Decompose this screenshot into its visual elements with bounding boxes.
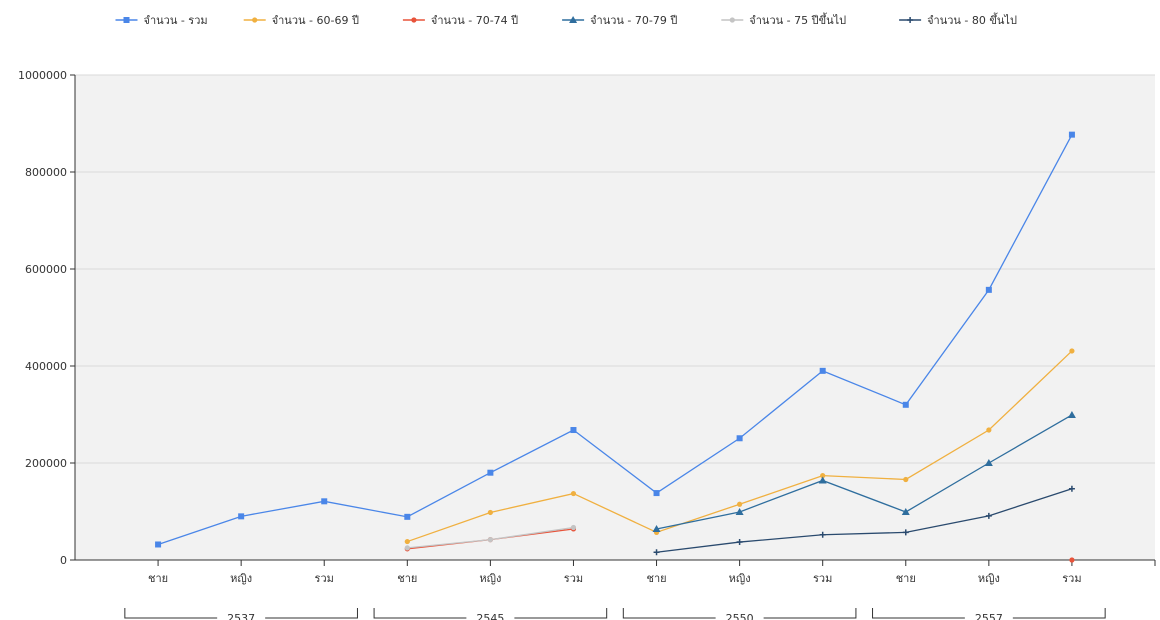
series-line (157, 134, 1073, 546)
data-point (404, 513, 411, 520)
legend-item: จำนวน - 80 ขึ้นไป (899, 12, 1017, 27)
data-point (238, 513, 245, 520)
data-point (487, 537, 493, 543)
group-bracket (373, 608, 608, 619)
data-point (123, 17, 130, 23)
data-point (985, 512, 992, 519)
data-point (652, 524, 661, 532)
data-point (819, 531, 826, 538)
group-bracket (124, 608, 358, 619)
x-tick-label: หญิง (729, 572, 751, 585)
y-tick-label: 600000 (25, 263, 67, 276)
legend-label: จำนวน - 70-79 ปี (590, 14, 677, 27)
x-tick-label: ชาย (646, 572, 666, 585)
x-tick-label: หญิง (978, 572, 1000, 585)
axes: 0 200000 400000 600000 800000 1000000 ชาย หญิง ร… (18, 69, 1156, 620)
data-point (729, 17, 735, 23)
data-point (902, 401, 909, 408)
group-label: 2545 (476, 612, 504, 620)
data-point (252, 17, 258, 23)
group-label: 2557 (975, 612, 1003, 620)
data-point (570, 490, 577, 497)
data-point (653, 490, 660, 497)
data-point (570, 524, 577, 531)
data-point (487, 469, 494, 476)
x-tick-label: ชาย (148, 572, 168, 585)
series-4 (652, 410, 1076, 532)
group-label: 2550 (726, 612, 754, 620)
data-point (1069, 557, 1075, 563)
data-point (487, 509, 493, 516)
series-lines (155, 131, 1076, 563)
x-tick-label: ชาย (896, 572, 916, 585)
data-point (736, 539, 743, 546)
plot-area (75, 75, 1155, 560)
data-point (653, 549, 660, 556)
y-tick-label: 800000 (25, 166, 67, 179)
data-point (736, 435, 743, 442)
data-point (819, 367, 826, 374)
x-tick-label: รวม (813, 572, 832, 585)
x-tick-label: หญิง (479, 572, 501, 585)
y-tick-label: 0 (60, 554, 67, 567)
legend-item: จำนวน - รวม (115, 14, 208, 27)
y-tick-label: 200000 (25, 457, 67, 470)
data-point (1067, 410, 1076, 418)
legend-item: จำนวน - 75 ปีขึ้นไป (721, 12, 846, 27)
data-point (570, 427, 577, 434)
legend: จำนวน - รวม จำนวน - 60-69 ปี จำนวน - 70-74… (115, 12, 1017, 27)
series-6 (653, 485, 1075, 556)
data-point (1068, 131, 1075, 138)
data-point (907, 17, 914, 23)
data-point (986, 427, 992, 433)
data-point (321, 498, 328, 505)
legend-item: จำนวน - 70-74 ปี (402, 14, 518, 27)
legend-label: จำนวน - รวม (144, 14, 208, 27)
data-point (985, 286, 992, 293)
series-1 (155, 131, 1075, 548)
group-bracket (872, 608, 1106, 619)
data-point (818, 476, 827, 484)
legend-label: จำนวน - 70-74 ปี (431, 14, 518, 27)
series-2 (404, 348, 1075, 545)
x-tick-label: รวม (564, 572, 583, 585)
data-point (404, 538, 410, 545)
plot-background (75, 75, 1155, 560)
data-point (1069, 348, 1075, 354)
legend-label: จำนวน - 75 ปีขึ้นไป (749, 12, 846, 27)
data-point (404, 545, 410, 551)
legend-label: จำนวน - 80 ขึ้นไป (927, 12, 1017, 27)
x-tick-label: รวม (315, 572, 334, 585)
data-point (984, 459, 993, 466)
data-point (903, 476, 909, 483)
data-point (902, 529, 909, 536)
group-bracket (622, 608, 857, 619)
data-point (569, 16, 578, 23)
x-tick-label: ชาย (397, 572, 417, 585)
data-point (155, 541, 162, 548)
gridlines (75, 74, 1155, 464)
data-point (737, 501, 743, 507)
data-point (411, 17, 417, 23)
data-point (735, 507, 744, 515)
legend-label: จำนวน - 60-69 ปี (272, 14, 359, 27)
series-5 (404, 524, 577, 551)
legend-item: จำนวน - 60-69 ปี (243, 14, 359, 27)
series-line (656, 414, 1073, 530)
y-tick-label: 400000 (25, 360, 67, 373)
group-label: 2537 (227, 612, 255, 620)
x-tick-label: หญิง (230, 572, 252, 585)
y-tick-label: 1000000 (18, 69, 67, 82)
data-point (820, 473, 826, 479)
x-tick-label: รวม (1062, 572, 1081, 585)
data-point (1068, 485, 1075, 492)
legend-item: จำนวน - 70-79 ปี (562, 14, 677, 27)
data-point (901, 507, 910, 515)
series-line (656, 488, 1073, 553)
